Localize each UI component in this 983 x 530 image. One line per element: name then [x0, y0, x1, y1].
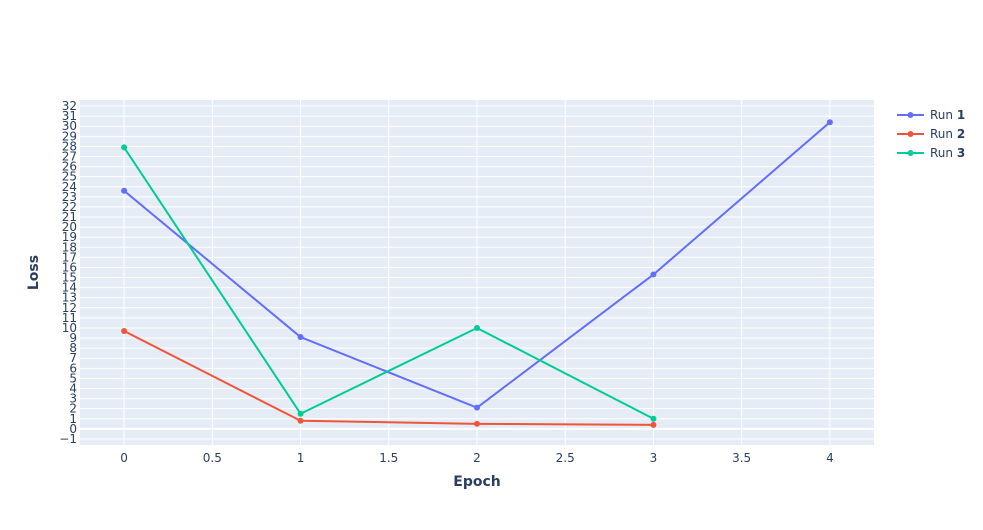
- y-tick-label: 8: [69, 341, 77, 355]
- legend-label: Run 1: [930, 108, 965, 122]
- y-tick-label: 10: [62, 321, 77, 335]
- data-point[interactable]: [474, 404, 480, 411]
- y-tick-label: 3: [69, 392, 77, 406]
- legend-swatch-marker: [907, 131, 914, 137]
- series-run-2: [121, 328, 657, 428]
- y-tick-label: 14: [62, 281, 77, 295]
- x-tick-label: 0.5: [203, 451, 222, 465]
- series-line: [123, 330, 654, 426]
- x-tick-label: 4: [826, 451, 834, 465]
- y-tick-label: 4: [69, 382, 77, 396]
- legend-item-run-2[interactable]: Run 2: [897, 127, 965, 141]
- y-tick-label: 22: [62, 200, 77, 214]
- data-point[interactable]: [650, 421, 657, 428]
- series-run-3: [121, 144, 657, 422]
- x-axis-title: Epoch: [453, 474, 500, 490]
- data-point[interactable]: [650, 415, 657, 422]
- y-tick-label: 15: [62, 271, 77, 285]
- legend-label-prefix: Run: [930, 127, 957, 141]
- y-tick-label: 7: [69, 351, 77, 365]
- x-tick-label: 1.5: [379, 451, 398, 465]
- y-tick-label: 31: [62, 109, 77, 123]
- y-axis-title: Loss: [26, 255, 42, 290]
- x-tick-label: 0: [120, 451, 128, 465]
- legend-item-run-3[interactable]: Run 3: [897, 146, 965, 160]
- y-tick-label: 1: [69, 412, 77, 426]
- x-tick-label: 1: [297, 451, 305, 465]
- y-tick-label: 0: [69, 422, 77, 436]
- data-point[interactable]: [297, 410, 304, 417]
- y-tick-label: 19: [62, 230, 77, 244]
- y-tick-label: 23: [62, 190, 77, 204]
- y-tick-label: 32: [62, 99, 77, 113]
- y-tick-label: 5: [69, 371, 77, 385]
- legend-swatch-marker: [907, 112, 914, 118]
- y-tick-label: 21: [62, 210, 77, 224]
- legend-label-prefix: Run: [930, 146, 957, 160]
- data-point[interactable]: [297, 334, 304, 341]
- y-tick-label: 12: [62, 301, 77, 315]
- y-axis-ticks: −101234567891011121314151617181920212223…: [59, 99, 77, 446]
- legend-label-prefix: Run: [930, 108, 957, 122]
- legend-label-number: 3: [957, 146, 965, 160]
- y-tick-label: 20: [62, 220, 77, 234]
- legend-swatch-marker: [907, 150, 914, 156]
- y-tick-label: 28: [62, 139, 77, 153]
- y-tick-label: −1: [59, 432, 77, 446]
- data-point[interactable]: [650, 271, 657, 278]
- series-layer: [121, 119, 833, 428]
- y-tick-label: 11: [62, 311, 77, 325]
- y-tick-label: 30: [62, 119, 77, 133]
- y-tick-label: 25: [62, 170, 77, 184]
- series-line: [123, 146, 654, 420]
- x-tick-label: 3: [650, 451, 658, 465]
- y-tick-label: 9: [69, 331, 77, 345]
- data-point[interactable]: [474, 420, 480, 427]
- y-tick-label: 29: [62, 129, 77, 143]
- data-point[interactable]: [297, 417, 304, 424]
- y-tick-label: 18: [62, 240, 77, 254]
- legend-label-number: 2: [957, 127, 965, 141]
- legend-label: Run 2: [930, 127, 965, 141]
- x-axis-ticks: 0 0.5 1 1.5 2 2.5 3 3.5 4: [120, 451, 833, 465]
- y-tick-label: 27: [62, 149, 77, 163]
- y-tick-label: 13: [62, 291, 77, 305]
- x-tick-label: 2: [473, 451, 481, 465]
- x-tick-label: 3.5: [732, 451, 751, 465]
- y-tick-label: 26: [62, 160, 77, 174]
- y-tick-label: 17: [62, 250, 77, 264]
- y-tick-label: 6: [69, 361, 77, 375]
- y-tick-label: 24: [62, 180, 77, 194]
- y-tick-label: 2: [69, 402, 77, 416]
- data-point[interactable]: [826, 119, 833, 126]
- legend-label-number: 1: [957, 108, 965, 122]
- data-point[interactable]: [474, 324, 480, 331]
- y-tick-label: 16: [62, 260, 77, 274]
- x-tick-label: 2.5: [556, 451, 575, 465]
- legend-item-run-1[interactable]: Run 1: [897, 108, 965, 122]
- data-point[interactable]: [121, 144, 128, 151]
- legend-label: Run 3: [930, 146, 965, 160]
- series-run-1: [121, 119, 833, 411]
- data-point[interactable]: [121, 328, 128, 335]
- data-point[interactable]: [121, 187, 128, 194]
